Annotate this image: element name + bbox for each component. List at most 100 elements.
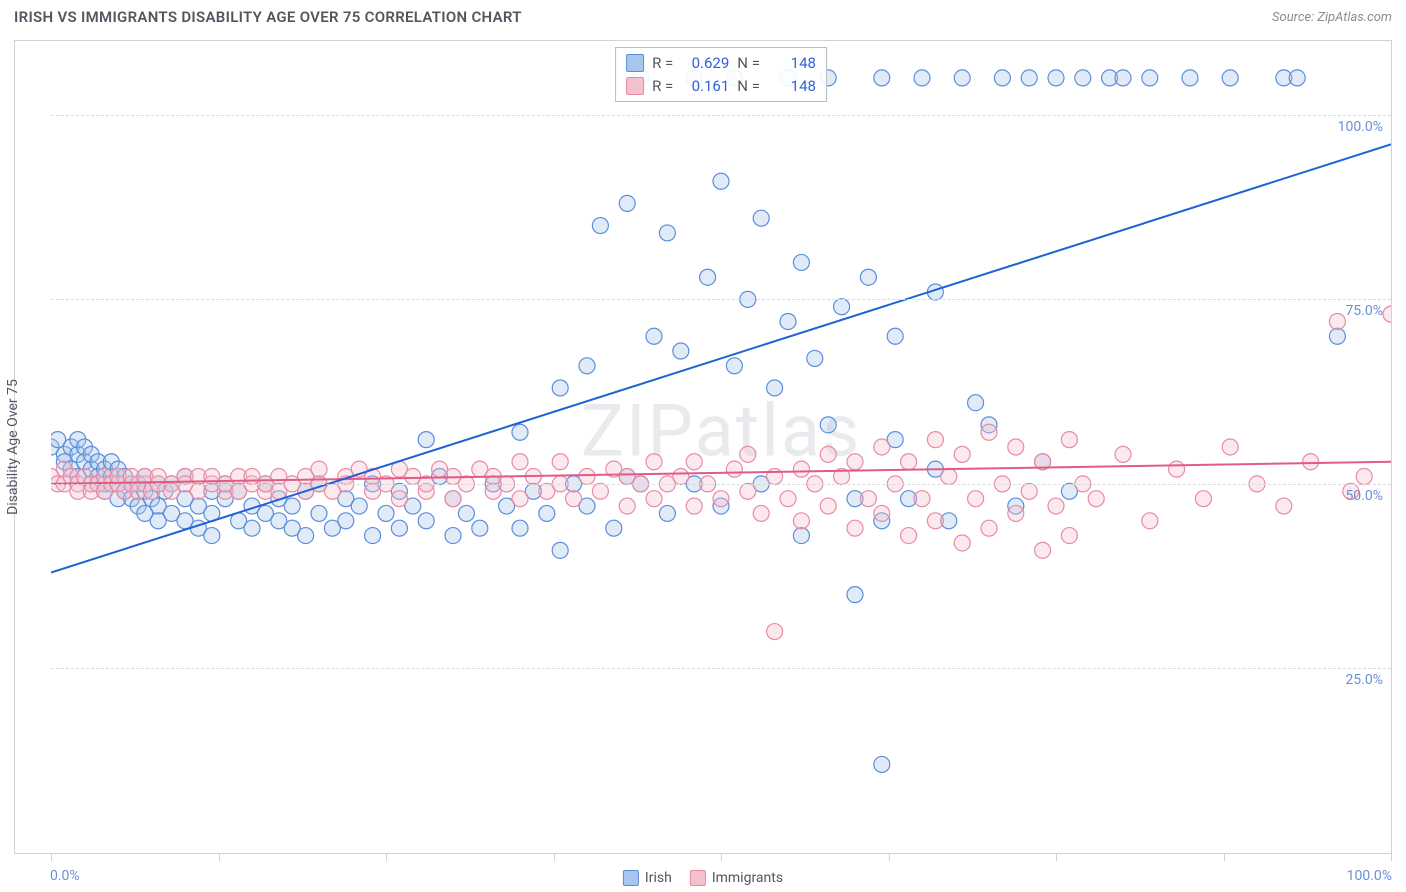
point-irish xyxy=(365,528,381,544)
point-irish xyxy=(820,417,836,433)
point-irish xyxy=(874,70,890,86)
n-value-irish: 148 xyxy=(768,52,816,75)
point-immigrants xyxy=(793,461,809,477)
point-irish xyxy=(244,520,260,536)
point-immigrants xyxy=(1088,491,1104,507)
point-immigrants xyxy=(1356,469,1372,485)
x-max-label: 100.0% xyxy=(1347,868,1392,884)
point-irish xyxy=(298,528,314,544)
point-immigrants xyxy=(391,491,407,507)
point-immigrants xyxy=(954,535,970,551)
chart-title: IRISH VS IMMIGRANTS DISABILITY AGE OVER … xyxy=(14,8,522,26)
point-immigrants xyxy=(1008,505,1024,521)
point-irish xyxy=(418,432,434,448)
legend-item-irish: Irish xyxy=(623,870,672,886)
point-irish xyxy=(1075,70,1091,86)
point-immigrants xyxy=(981,520,997,536)
x-tick xyxy=(721,853,722,861)
point-irish xyxy=(887,328,903,344)
r-value-immigrants: 0.161 xyxy=(681,75,729,98)
point-immigrants xyxy=(713,491,729,507)
point-irish xyxy=(338,513,354,529)
point-immigrants xyxy=(820,498,836,514)
point-immigrants xyxy=(981,424,997,440)
y-tick-label: 100.0% xyxy=(1338,119,1383,135)
point-immigrants xyxy=(1061,528,1077,544)
point-immigrants xyxy=(1276,498,1292,514)
point-irish xyxy=(579,358,595,374)
r-label: R = xyxy=(652,52,673,75)
point-immigrants xyxy=(1329,314,1345,330)
r-label: R = xyxy=(652,75,673,98)
point-immigrants xyxy=(579,469,595,485)
point-irish xyxy=(1142,70,1158,86)
point-irish xyxy=(914,70,930,86)
point-irish xyxy=(954,70,970,86)
point-irish xyxy=(994,70,1010,86)
point-irish xyxy=(418,513,434,529)
point-immigrants xyxy=(753,505,769,521)
x-tick xyxy=(889,853,890,861)
point-irish xyxy=(445,528,461,544)
point-irish xyxy=(1021,70,1037,86)
x-tick xyxy=(219,853,220,861)
point-immigrants xyxy=(820,446,836,462)
point-immigrants xyxy=(1169,461,1185,477)
point-immigrants xyxy=(1008,439,1024,455)
x-tick xyxy=(554,853,555,861)
point-irish xyxy=(1115,70,1131,86)
x-tick xyxy=(51,853,52,861)
point-immigrants xyxy=(927,432,943,448)
point-irish xyxy=(646,328,662,344)
x-min-label: 0.0% xyxy=(50,868,80,884)
plot-region: ZIPatlas R = 0.629 N = 148 R = 0.161 N =… xyxy=(51,41,1391,853)
point-immigrants xyxy=(592,483,608,499)
point-irish xyxy=(767,380,783,396)
point-immigrants xyxy=(646,454,662,470)
point-irish xyxy=(860,269,876,285)
point-immigrants xyxy=(927,513,943,529)
point-irish xyxy=(1289,70,1305,86)
point-immigrants xyxy=(311,461,327,477)
point-immigrants xyxy=(901,528,917,544)
point-immigrants xyxy=(686,498,702,514)
point-irish xyxy=(552,542,568,558)
gridline xyxy=(51,115,1391,116)
point-irish xyxy=(391,520,407,536)
point-irish xyxy=(834,299,850,315)
correlation-stats-box: R = 0.629 N = 148 R = 0.161 N = 148 xyxy=(615,47,827,102)
point-irish xyxy=(1329,328,1345,344)
point-irish xyxy=(512,520,528,536)
point-irish xyxy=(780,314,796,330)
point-immigrants xyxy=(566,491,582,507)
point-immigrants xyxy=(847,520,863,536)
scatter-svg xyxy=(51,41,1391,853)
point-immigrants xyxy=(1021,483,1037,499)
point-irish xyxy=(807,350,823,366)
point-irish xyxy=(512,424,528,440)
point-immigrants xyxy=(874,439,890,455)
point-irish xyxy=(204,528,220,544)
point-immigrants xyxy=(914,491,930,507)
chart-area: Disability Age Over 75 ZIPatlas R = 0.62… xyxy=(14,40,1392,854)
x-tick xyxy=(1056,853,1057,861)
swatch-irish-icon xyxy=(626,54,644,72)
gridline xyxy=(51,668,1391,669)
point-irish xyxy=(673,343,689,359)
point-immigrants xyxy=(1061,432,1077,448)
n-label: N = xyxy=(737,52,760,75)
point-immigrants xyxy=(1222,439,1238,455)
legend: Irish Immigrants xyxy=(623,870,783,886)
point-immigrants xyxy=(1142,513,1158,529)
point-immigrants xyxy=(1383,306,1391,322)
point-immigrants xyxy=(767,624,783,640)
gridline xyxy=(51,299,1391,300)
point-immigrants xyxy=(552,454,568,470)
legend-item-immigrants: Immigrants xyxy=(690,870,783,886)
point-immigrants xyxy=(968,491,984,507)
legend-swatch-immigrants-icon xyxy=(690,870,706,886)
point-immigrants xyxy=(860,491,876,507)
point-immigrants xyxy=(1303,454,1319,470)
point-immigrants xyxy=(1115,446,1131,462)
y-tick-label: 25.0% xyxy=(1345,672,1383,688)
